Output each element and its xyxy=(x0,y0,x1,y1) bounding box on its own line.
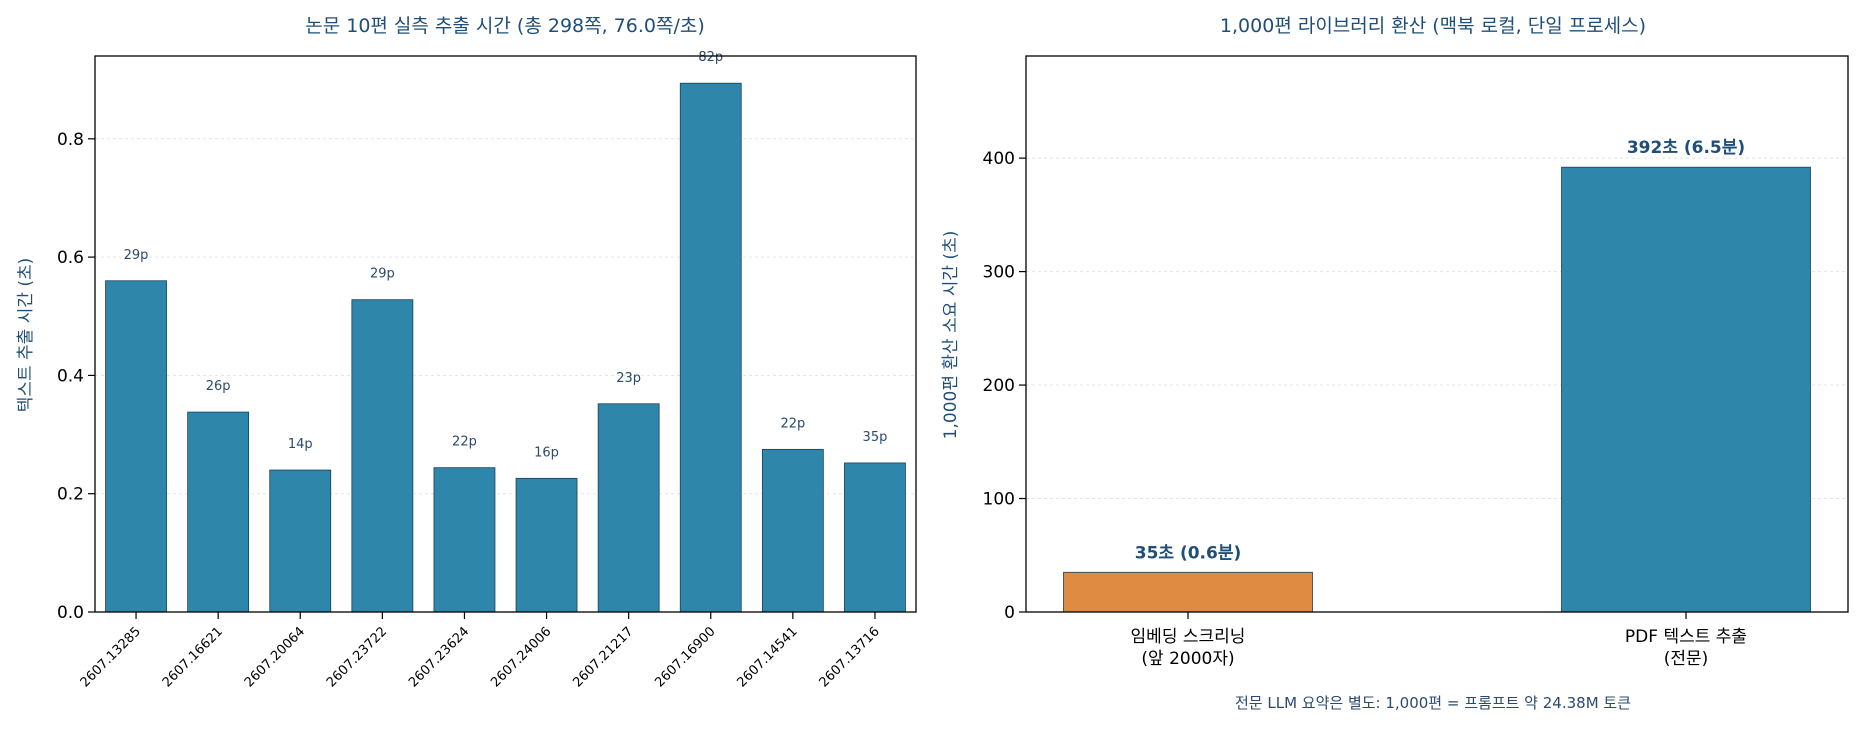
left-y-tick-label: 0.2 xyxy=(57,485,84,505)
right-y-axis-label: 1,000편 환산 소요 시간 (초) xyxy=(941,231,961,440)
left-chart: 논문 10편 실측 추출 시간 (총 298쪽, 76.0쪽/초) 텍스트 추출… xyxy=(16,15,917,690)
right-bar xyxy=(1561,166,1811,613)
left-x-tick-label: 2607.16621 xyxy=(160,624,226,690)
right-bar-value-label: 35초 (0.6분) xyxy=(1135,543,1242,563)
right-chart-title: 1,000편 라이브러리 환산 (맥북 로컬, 단일 프로세스) xyxy=(1220,15,1646,37)
right-x-ticks: 임베딩 스크리닝 (앞 2000자) PDF 텍스트 추출 (전문) xyxy=(1131,612,1747,669)
left-x-tick-label: 2607.21217 xyxy=(570,624,636,690)
left-bar-value-label: 35p xyxy=(863,430,888,445)
left-bar-value-label: 14p xyxy=(288,437,313,452)
left-bar xyxy=(351,299,414,613)
left-bar-value-label: 29p xyxy=(370,267,395,282)
left-bar xyxy=(515,477,578,613)
left-bar xyxy=(844,462,906,613)
left-x-tick-label: 2607.13716 xyxy=(817,624,883,690)
left-bar xyxy=(269,469,332,613)
left-bars xyxy=(105,82,906,613)
left-bar xyxy=(679,82,742,613)
right-y-tick-label: 300 xyxy=(983,263,1015,283)
left-y-tick-label: 0.8 xyxy=(57,130,84,150)
right-chart: 1,000편 라이브러리 환산 (맥북 로컬, 단일 프로세스) 1,000편 … xyxy=(941,15,1849,712)
left-bar-value-label: 22p xyxy=(780,416,805,431)
right-x-tick-label-line: (전문) xyxy=(1664,649,1709,669)
left-y-axis-label: 텍스트 추출 시간 (초) xyxy=(16,258,36,413)
right-data-labels: 35초 (0.6분) 392초 (6.5분) xyxy=(1135,138,1745,563)
left-y-tick-label: 0.4 xyxy=(57,366,84,386)
right-y-tick-label: 400 xyxy=(983,149,1015,169)
left-bar-value-label: 22p xyxy=(452,435,477,450)
left-bar xyxy=(187,411,250,613)
left-bar-value-label: 16p xyxy=(534,445,559,460)
right-y-tick-label: 0 xyxy=(1004,603,1015,623)
left-x-tick-label: 2607.14541 xyxy=(735,624,801,690)
left-x-tick-label: 2607.13285 xyxy=(78,624,144,690)
right-x-tick-label-line: 임베딩 스크리닝 xyxy=(1131,627,1246,647)
left-data-labels: 29p 26p 14p 29p 22p 16p 23p 82p 22p 35p xyxy=(124,50,888,460)
left-x-tick-label: 2607.23722 xyxy=(324,624,390,690)
left-y-tick-label: 0.0 xyxy=(57,603,84,623)
left-bar-value-label: 82p xyxy=(698,50,723,65)
left-bar xyxy=(105,280,167,613)
left-x-ticks: 2607.13285 2607.16621 2607.20064 2607.23722… xyxy=(78,612,883,690)
left-plot-frame xyxy=(94,55,917,613)
right-x-tick-label: 임베딩 스크리닝 (앞 2000자) xyxy=(1131,627,1246,669)
right-x-tick-label: PDF 텍스트 추출 (전문) xyxy=(1625,627,1747,669)
right-x-tick-label-line: PDF 텍스트 추출 xyxy=(1625,627,1747,647)
right-bar xyxy=(1063,571,1313,613)
left-bar-value-label: 23p xyxy=(616,371,641,386)
left-y-tick-label: 0.6 xyxy=(57,248,84,268)
right-bar-value-label: 392초 (6.5분) xyxy=(1627,138,1745,158)
right-y-ticks: 0 100 200 300 400 xyxy=(983,149,1026,623)
left-bar xyxy=(597,403,660,613)
right-bars xyxy=(1063,166,1811,613)
right-y-tick-label: 200 xyxy=(983,376,1015,396)
right-plot-frame xyxy=(1025,55,1849,613)
left-x-tick-label: 2607.16900 xyxy=(652,624,718,690)
left-bar xyxy=(761,448,824,613)
footnote-annotation: 전문 LLM 요약은 별도: 1,000편 = 프롬프트 약 24.38M 토큰 xyxy=(1235,694,1631,712)
left-x-tick-label: 2607.23624 xyxy=(406,624,472,690)
left-bar xyxy=(433,467,496,613)
right-y-tick-label: 100 xyxy=(983,490,1015,510)
left-bar-value-label: 29p xyxy=(124,248,149,263)
left-chart-title: 논문 10편 실측 추출 시간 (총 298쪽, 76.0쪽/초) xyxy=(305,15,705,37)
left-y-ticks: 0.0 0.2 0.4 0.6 0.8 xyxy=(57,130,95,623)
left-x-tick-label: 2607.20064 xyxy=(242,624,308,690)
left-bar-value-label: 26p xyxy=(206,379,231,394)
left-x-tick-label: 2607.24006 xyxy=(488,624,554,690)
right-x-tick-label-line: (앞 2000자) xyxy=(1141,649,1234,669)
